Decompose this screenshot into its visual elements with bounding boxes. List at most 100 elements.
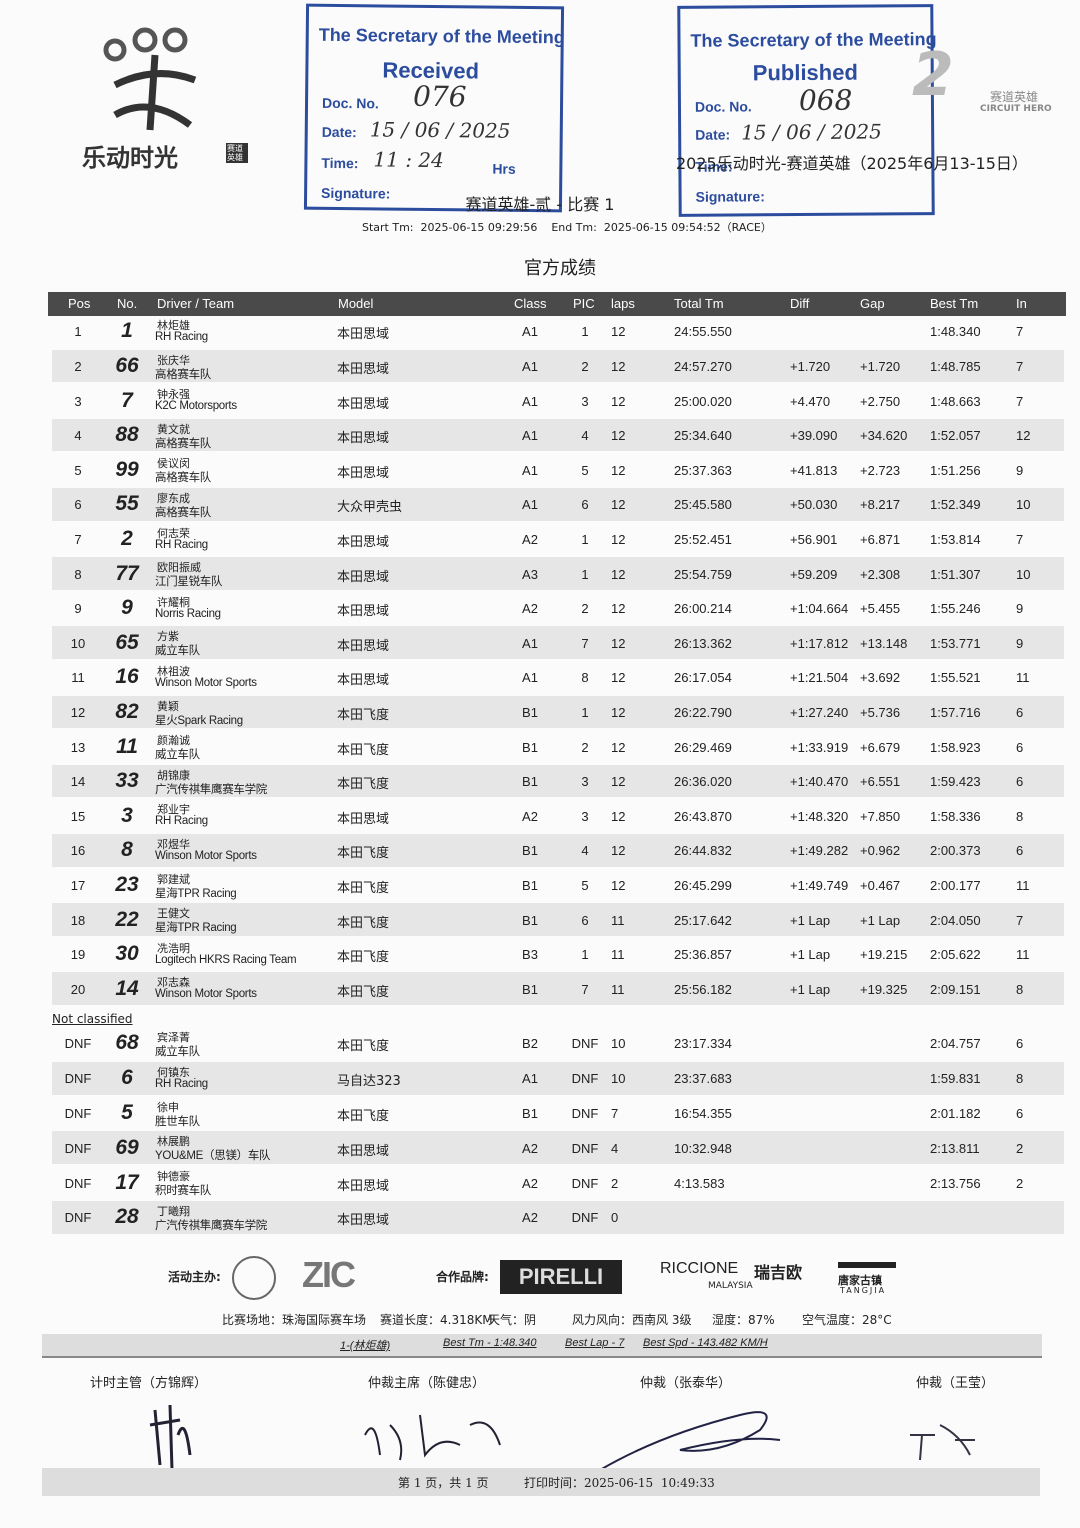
pirelli-logo: PIRELLI xyxy=(500,1260,622,1294)
pic: 1 xyxy=(581,704,589,720)
pos: 12 xyxy=(70,704,86,720)
laps: 12 xyxy=(611,531,626,547)
gap: +7.850 xyxy=(860,808,901,824)
class: B2 xyxy=(522,1036,538,1052)
table-header-bar xyxy=(48,292,1066,316)
diff: +1:17.812 xyxy=(790,635,849,651)
best-lap-in: 6 xyxy=(1016,704,1024,720)
driver-name: 邓志森 xyxy=(157,976,190,990)
team-name: 高格赛车队 xyxy=(155,437,211,450)
gap: +0.467 xyxy=(860,877,901,893)
pos: 10 xyxy=(70,635,86,651)
driver-name: 林展鹏 xyxy=(157,1135,190,1149)
best-time: 2:00.373 xyxy=(930,843,981,859)
laps: 12 xyxy=(611,877,626,893)
best-lap-in: 2 xyxy=(1016,1140,1024,1156)
total-time: 25:52.451 xyxy=(674,531,732,547)
best-time: 1:59.423 xyxy=(930,774,981,790)
best-time: 1:51.307 xyxy=(930,566,981,582)
timing: Start Tm: 2025-06-15 09:29:56 End Tm: 20… xyxy=(362,221,772,234)
team-name: RH Racing xyxy=(155,1077,208,1090)
car-number: 30 xyxy=(115,942,139,966)
total-time: 23:37.683 xyxy=(674,1071,732,1087)
car-number: 28 xyxy=(115,1205,139,1229)
pic: 1 xyxy=(581,324,589,340)
diff: +41.813 xyxy=(790,462,838,478)
diff: +1:49.749 xyxy=(790,877,849,893)
gap: +1 Lap xyxy=(860,912,901,928)
best-time: 2:13.756 xyxy=(930,1175,981,1191)
host-label: 活动主办: xyxy=(168,1270,221,1284)
date: 15 / 06 / 2025 xyxy=(741,119,882,145)
model: 本田思域 xyxy=(337,1143,390,1159)
gap: +5.736 xyxy=(860,704,901,720)
column-header: Driver / Team xyxy=(157,296,235,311)
car-number: 16 xyxy=(115,665,139,689)
gap: +8.217 xyxy=(860,497,901,513)
host-logo: ZIC xyxy=(302,1254,356,1295)
model: 马自达323 xyxy=(337,1074,401,1090)
column-header: Class xyxy=(514,296,547,311)
pic: DNF xyxy=(571,1036,599,1052)
laps: 7 xyxy=(611,1106,619,1121)
diff: +1.720 xyxy=(790,358,831,374)
total-time: 26:36.020 xyxy=(674,774,732,790)
pic: 1 xyxy=(581,566,589,582)
condition: 风力风向：西南风 3级 xyxy=(572,1313,692,1327)
pic: 7 xyxy=(581,981,589,997)
model: 本田思域 xyxy=(337,1213,390,1229)
pic: 3 xyxy=(581,774,589,790)
model: 本田思域 xyxy=(337,431,390,447)
team-name: Winson Motor Sports xyxy=(155,850,257,862)
gap: +6.679 xyxy=(860,739,901,755)
class: A2 xyxy=(522,808,538,824)
best-time: 1:52.057 xyxy=(930,428,981,444)
pos: DNF xyxy=(64,1036,92,1052)
gap: +2.308 xyxy=(860,566,901,582)
car-number: 33 xyxy=(115,769,139,793)
best-time: 1:53.771 xyxy=(930,635,981,651)
total-time: 26:17.054 xyxy=(674,670,732,686)
car-number: 1 xyxy=(121,319,133,343)
time: 11 : 24 xyxy=(373,147,444,173)
class: B3 xyxy=(522,947,538,963)
row-stripe xyxy=(52,764,1064,798)
best-time: 1:59.831 xyxy=(930,1071,981,1087)
column-header: Total Tm xyxy=(674,296,724,311)
team-name: 威立车队 xyxy=(155,645,200,658)
pic: DNF xyxy=(571,1175,599,1191)
best-time: 1:48.663 xyxy=(930,393,981,409)
diff: +1:49.282 xyxy=(790,843,849,859)
total-time: 25:54.759 xyxy=(674,566,732,582)
riccione-cn: 瑞吉欧 xyxy=(754,1263,803,1282)
diff: +1:48.320 xyxy=(790,808,849,824)
doc-label: Doc. No. xyxy=(321,94,379,112)
team-name: Norris Racing xyxy=(155,607,221,620)
pos: 16 xyxy=(70,843,86,859)
row-stripe xyxy=(52,972,1064,1005)
event-title: 2025乐动时光-赛道英雄（2025年6月13-15日） xyxy=(676,154,1028,173)
best-lap-in: 6 xyxy=(1016,1106,1024,1121)
brand-mark-en: CIRCUIT HERO xyxy=(980,104,1052,114)
total-time: 25:34.640 xyxy=(674,428,732,444)
pos: 20 xyxy=(70,981,86,997)
row-stripe xyxy=(52,626,1064,659)
best-time: 1:55.246 xyxy=(930,601,981,617)
best-time: 1:52.349 xyxy=(930,497,981,513)
model: 本田飞度 xyxy=(337,950,390,966)
laps: 12 xyxy=(611,635,626,651)
row-stripe xyxy=(52,834,1064,867)
laps: 10 xyxy=(611,1036,626,1052)
pic: 4 xyxy=(581,428,589,444)
laps: 2 xyxy=(611,1175,619,1191)
row-stripe xyxy=(52,1201,1064,1234)
class: A1 xyxy=(522,635,538,651)
column-header: laps xyxy=(611,296,635,311)
laps: 12 xyxy=(611,774,626,790)
model: 本田飞度 xyxy=(337,742,390,758)
gap: +34.620 xyxy=(860,428,908,444)
total-time: 26:45.299 xyxy=(674,877,732,893)
laps: 12 xyxy=(611,497,626,513)
pos: 5 xyxy=(74,462,82,478)
best-time: 1:48.785 xyxy=(930,358,981,374)
